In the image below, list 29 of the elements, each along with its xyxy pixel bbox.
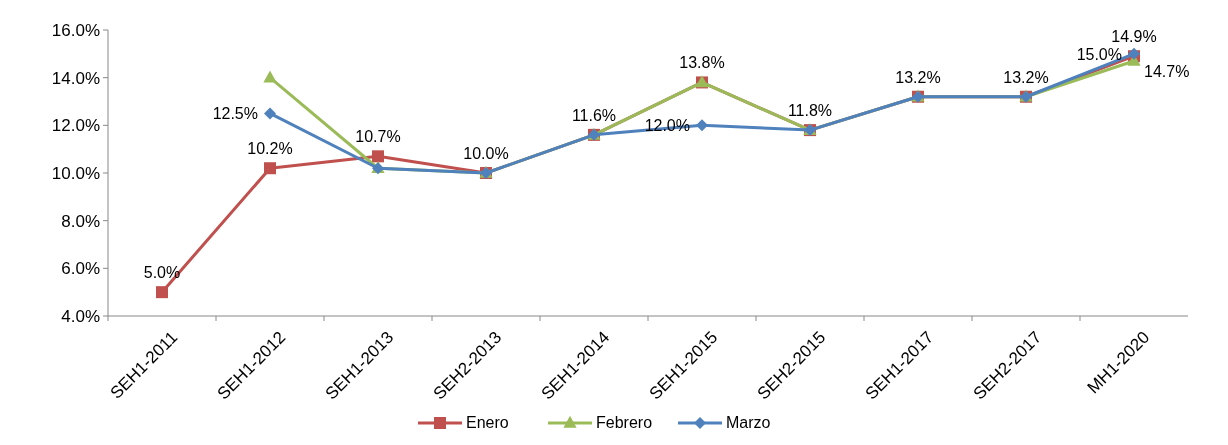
point — [696, 119, 708, 132]
data-label: 14.9% — [1111, 28, 1157, 46]
data-label: 10.0% — [463, 145, 509, 162]
data-label: 5.0% — [143, 264, 181, 282]
y-tick-label: 10.0% — [51, 163, 100, 183]
y-tick-label: 4.0% — [61, 306, 100, 326]
legend-label: Febrero — [596, 414, 653, 431]
point — [156, 286, 168, 299]
y-tick-label: 14.0% — [51, 68, 100, 88]
y-tick-label: 12.0% — [51, 116, 100, 136]
legend-label: Marzo — [726, 414, 771, 431]
data-label: 12.5% — [212, 105, 258, 123]
y-tick-label: 6.0% — [61, 259, 100, 279]
point — [372, 150, 384, 163]
data-label: 10.2% — [247, 140, 293, 158]
point — [263, 70, 277, 83]
point — [264, 107, 276, 120]
data-label: 10.7% — [355, 128, 401, 146]
data-label: 13.2% — [895, 68, 941, 86]
y-tick-label: 16.0% — [51, 20, 100, 40]
point — [264, 162, 276, 175]
data-label: 13.8% — [679, 54, 725, 72]
data-label: 13.2% — [1003, 68, 1049, 86]
data-label: 11.6% — [571, 106, 617, 124]
data-label: 11.8% — [787, 102, 833, 120]
data-label: 15.0% — [1076, 45, 1122, 63]
y-tick-label: 8.0% — [61, 211, 100, 231]
data-label: 14.7% — [1144, 62, 1190, 80]
legend-label: Enero — [466, 414, 509, 431]
